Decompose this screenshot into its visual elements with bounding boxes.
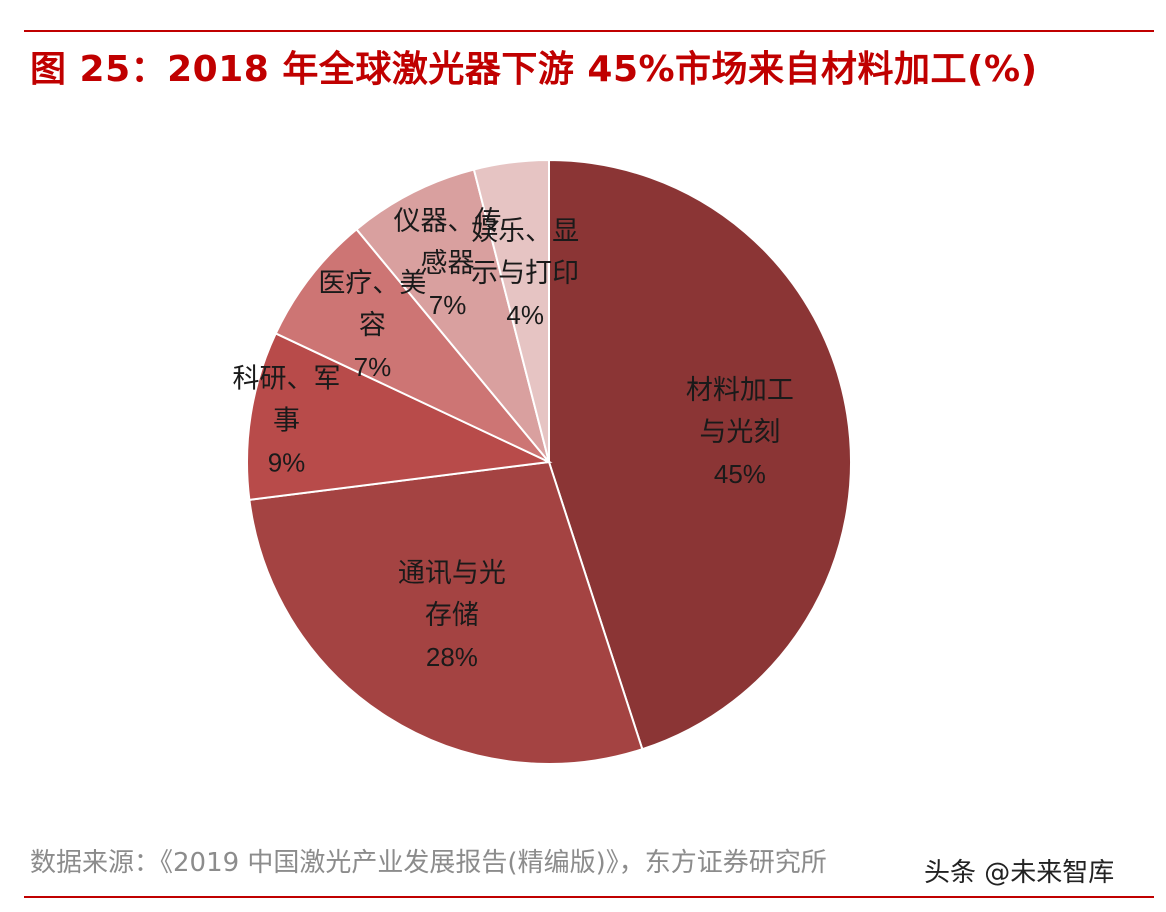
slice-label-3-line-2: 事 xyxy=(273,405,300,436)
slice-label-1-line-2: 与光刻 xyxy=(699,417,780,448)
pie-slice-1 xyxy=(548,158,852,751)
slice-label-1-line-1: 材料加工 xyxy=(686,375,794,406)
pie-slice-6 xyxy=(472,158,550,463)
slice-label-5-line-2: 感器 xyxy=(421,248,475,279)
pie-slice-3 xyxy=(246,332,553,501)
slice-label-6-line-2: 示与打印 xyxy=(471,258,579,289)
slice-value-label-5: 7% xyxy=(429,290,467,320)
slice-label-3-line-1: 科研、军 xyxy=(233,363,341,394)
slice-value-label-2: 28% xyxy=(426,642,478,672)
slice-value-label-4: 7% xyxy=(354,352,392,382)
slice-value-label-6: 4% xyxy=(506,300,544,330)
slice-label-5-line-1: 仪器、传 xyxy=(394,206,502,237)
bottom-rule xyxy=(24,896,1154,898)
slice-label-2-line-1: 通讯与光 xyxy=(398,558,506,589)
pie-slice-5 xyxy=(355,168,550,463)
source-note: 数据来源：《2019 中国激光产业发展报告(精编版)》，东方证券研究所 xyxy=(30,848,827,878)
slice-value-label-3: 9% xyxy=(268,447,306,477)
pie-slice-2 xyxy=(248,460,644,765)
watermark-text: 头条 @未来智库 xyxy=(924,858,1115,888)
slice-label-4-line-2: 容 xyxy=(359,310,386,341)
slice-label-6-line-1: 娱乐、显 xyxy=(471,216,579,247)
chart-title: 图 25：2018 年全球激光器下游 45%市场来自材料加工(%) xyxy=(30,49,1038,90)
pie-slice-4 xyxy=(274,227,550,463)
top-rule xyxy=(24,30,1154,32)
slice-value-label-1: 45% xyxy=(714,459,766,489)
slice-label-4-line-1: 医疗、美 xyxy=(318,268,426,299)
slice-label-2-line-2: 存储 xyxy=(425,600,479,631)
